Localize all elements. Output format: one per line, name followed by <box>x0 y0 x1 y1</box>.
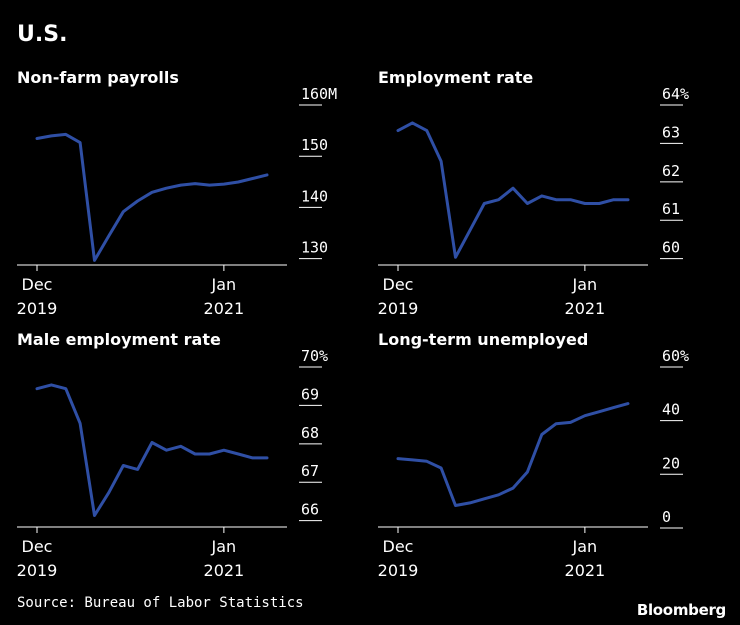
series-line <box>35 132 269 262</box>
y-tick-label: 160M <box>301 85 337 103</box>
x-tick-label: 2021 <box>565 299 606 318</box>
x-tick-label: 2019 <box>17 299 58 318</box>
source-note: Source: Bureau of Labor Statistics <box>17 595 304 611</box>
chart-title: Non-farm payrolls <box>17 68 179 87</box>
x-tick-label: 2021 <box>565 561 606 580</box>
y-tick-label: 40 <box>662 401 680 419</box>
series-line <box>396 121 630 259</box>
chart-title: Male employment rate <box>17 330 221 349</box>
y-tick-label: 150 <box>301 136 328 154</box>
chart-svg: 70% 69 68 67 66 Dec 2019 Jan 2021 <box>17 347 328 580</box>
y-tick-label: 63 <box>662 123 680 141</box>
y-tick-label: 69 <box>301 385 319 403</box>
chart-svg: 160M 150 140 130 Dec 2019 Jan 2021 <box>17 85 337 318</box>
y-tick-label: 67 <box>301 462 319 480</box>
chart-title: Employment rate <box>378 68 534 87</box>
chart-panel-employment-rate: Employment rate 64% 63 62 61 60 Dec 2019 Jan 202… <box>378 68 728 318</box>
bloomberg-logo: Bloomberg <box>636 601 726 619</box>
x-tick-label: Jan <box>211 275 237 294</box>
x-tick-label: Dec <box>383 537 414 556</box>
series-line <box>396 402 630 507</box>
chart-panel-non-farm-payrolls: Non-farm payrolls 160M 150 140 130 Dec 2019 Ja… <box>17 68 367 318</box>
x-tick-label: Jan <box>572 275 598 294</box>
x-tick-label: Jan <box>211 537 237 556</box>
series-line <box>35 383 269 517</box>
y-tick-label: 66 <box>301 501 319 519</box>
y-tick-label: 61 <box>662 200 680 218</box>
x-tick-label: 2019 <box>378 561 419 580</box>
chart-svg: 64% 63 62 61 60 Dec 2019 Jan 2021 <box>378 85 689 318</box>
x-tick-label: 2019 <box>378 299 419 318</box>
x-tick-label: 2021 <box>204 299 245 318</box>
y-tick-label: 140 <box>301 187 328 205</box>
chart-panel-male-employment-rate: Male employment rate 70% 69 68 67 66 Dec 2019 J… <box>17 330 367 580</box>
chart-svg: 60% 40 20 0 Dec 2019 Jan 2021 <box>378 347 689 580</box>
y-tick-label: 60% <box>662 347 689 365</box>
y-tick-label: 62 <box>662 162 680 180</box>
y-tick-label: 20 <box>662 454 680 472</box>
x-tick-label: Dec <box>383 275 414 294</box>
y-tick-label: 64% <box>662 85 689 103</box>
chart-title: Long-term unemployed <box>378 330 589 349</box>
y-tick-label: 0 <box>662 508 671 526</box>
y-tick-label: 60 <box>662 239 680 257</box>
x-tick-label: 2019 <box>17 561 58 580</box>
x-tick-label: 2021 <box>204 561 245 580</box>
y-tick-label: 70% <box>301 347 328 365</box>
y-tick-label: 130 <box>301 239 328 257</box>
chart-panel-long-term-unemployed: Long-term unemployed 60% 40 20 0 Dec 2019 Jan 2… <box>378 330 728 580</box>
page-title: U.S. <box>17 22 68 47</box>
y-tick-label: 68 <box>301 424 319 442</box>
x-tick-label: Dec <box>22 537 53 556</box>
x-tick-label: Jan <box>572 537 598 556</box>
x-tick-label: Dec <box>22 275 53 294</box>
